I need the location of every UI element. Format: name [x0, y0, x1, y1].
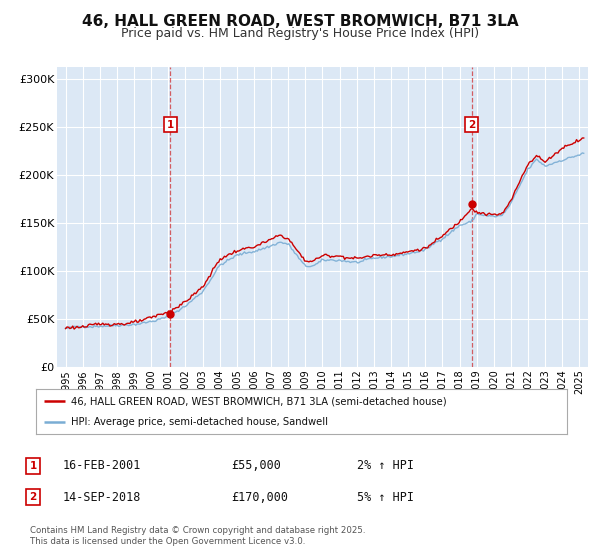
Text: 1: 1: [29, 461, 37, 471]
Text: 14-SEP-2018: 14-SEP-2018: [63, 491, 142, 504]
Text: £170,000: £170,000: [231, 491, 288, 504]
Text: 2% ↑ HPI: 2% ↑ HPI: [357, 459, 414, 473]
Text: HPI: Average price, semi-detached house, Sandwell: HPI: Average price, semi-detached house,…: [71, 417, 328, 427]
Text: 46, HALL GREEN ROAD, WEST BROMWICH, B71 3LA (semi-detached house): 46, HALL GREEN ROAD, WEST BROMWICH, B71 …: [71, 396, 446, 407]
Text: Price paid vs. HM Land Registry's House Price Index (HPI): Price paid vs. HM Land Registry's House …: [121, 27, 479, 40]
Text: 5% ↑ HPI: 5% ↑ HPI: [357, 491, 414, 504]
Text: £55,000: £55,000: [231, 459, 281, 473]
Text: 2: 2: [29, 492, 37, 502]
Text: 1: 1: [167, 120, 174, 130]
Text: 46, HALL GREEN ROAD, WEST BROMWICH, B71 3LA: 46, HALL GREEN ROAD, WEST BROMWICH, B71 …: [82, 14, 518, 29]
Text: 2: 2: [468, 120, 475, 130]
Text: Contains HM Land Registry data © Crown copyright and database right 2025.
This d: Contains HM Land Registry data © Crown c…: [30, 526, 365, 546]
Text: 16-FEB-2001: 16-FEB-2001: [63, 459, 142, 473]
